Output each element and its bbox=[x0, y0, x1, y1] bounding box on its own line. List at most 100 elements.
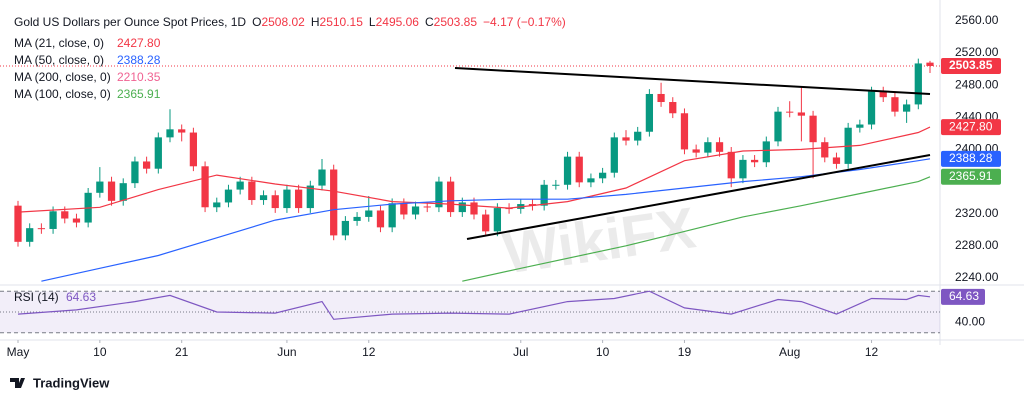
x-tick-label: 10 bbox=[93, 345, 107, 359]
candle-body bbox=[61, 211, 69, 219]
candle-body bbox=[411, 206, 420, 215]
candle-body bbox=[774, 111, 782, 142]
legend-name: MA (21, close, 0) bbox=[14, 36, 104, 50]
ohlc-text: O bbox=[252, 15, 261, 29]
candle-body bbox=[14, 205, 22, 242]
candle-body bbox=[482, 214, 490, 232]
ohlc-text: −4.17 (−0.17%) bbox=[483, 15, 566, 29]
candle-body bbox=[750, 159, 759, 163]
candle-body bbox=[154, 137, 162, 169]
legend-value: 2427.80 bbox=[117, 36, 161, 50]
rsi-title: RSI (14) bbox=[14, 290, 59, 304]
candle-body bbox=[528, 204, 537, 206]
candle-body bbox=[388, 203, 396, 228]
candle-body bbox=[37, 228, 46, 230]
trendlines bbox=[454, 67, 931, 240]
candle-body bbox=[879, 91, 887, 98]
legend-name: MA (200, close, 0) bbox=[14, 70, 111, 84]
candle-body bbox=[575, 156, 583, 183]
candle-body bbox=[259, 195, 268, 201]
y-tick-label: 2320.00 bbox=[955, 206, 999, 220]
candle-body bbox=[248, 181, 256, 201]
ohlc-text: 2508.02 bbox=[261, 15, 305, 29]
candle-body bbox=[365, 210, 373, 217]
y-tick-label: 2520.00 bbox=[955, 45, 999, 59]
candle-body bbox=[26, 228, 34, 242]
candle-body bbox=[376, 210, 385, 228]
candle-body bbox=[704, 142, 712, 153]
candle-body bbox=[353, 216, 361, 221]
candle-body bbox=[856, 124, 864, 128]
candle-body bbox=[341, 220, 350, 236]
ohlc-text: C bbox=[425, 15, 434, 29]
candle-body bbox=[318, 169, 326, 186]
candle-body bbox=[166, 129, 174, 138]
candle-body bbox=[657, 93, 665, 103]
price-label: 2427.80 bbox=[949, 119, 993, 133]
candle-body bbox=[446, 181, 455, 213]
brand-logo: TradingView bbox=[10, 375, 110, 390]
y-tick-label: 2280.00 bbox=[955, 238, 999, 252]
candle-body bbox=[236, 181, 244, 190]
candle-body bbox=[142, 161, 151, 169]
x-tick-label: 19 bbox=[678, 345, 692, 359]
ohlc-text: H bbox=[311, 15, 320, 29]
x-tick-label: May bbox=[7, 345, 30, 359]
candle-body bbox=[563, 156, 572, 185]
x-tick-label: Jun bbox=[277, 345, 296, 359]
price-label: 64.63 bbox=[949, 289, 979, 303]
candle-body bbox=[107, 181, 116, 201]
x-tick-label: 21 bbox=[175, 345, 189, 359]
legend-name: MA (100, close, 0) bbox=[14, 87, 111, 101]
moving-average-line bbox=[462, 176, 931, 282]
candle-body bbox=[727, 151, 735, 179]
trendline bbox=[466, 154, 931, 240]
candle-body bbox=[809, 115, 817, 143]
legend-name: MA (50, close, 0) bbox=[14, 53, 104, 67]
candle-body bbox=[914, 63, 922, 105]
price-label: 2388.28 bbox=[949, 151, 993, 165]
ohlc-text: 2503.85 bbox=[434, 15, 478, 29]
candle-body bbox=[119, 183, 127, 201]
candle-body bbox=[283, 189, 291, 209]
logo-icon bbox=[10, 378, 25, 388]
rsi-line bbox=[17, 290, 931, 320]
candle-body bbox=[762, 141, 770, 163]
candle-body bbox=[867, 91, 876, 125]
candle-body bbox=[739, 159, 747, 179]
title: Gold US Dollars per Ounce Spot Prices, 1… bbox=[14, 15, 246, 29]
candle-body bbox=[902, 104, 911, 112]
ohlc-text: 2495.06 bbox=[376, 15, 420, 29]
candle-body bbox=[294, 189, 303, 209]
candle-body bbox=[926, 62, 934, 66]
price-label-bg bbox=[941, 57, 1001, 74]
candle-body bbox=[224, 189, 233, 203]
candle-body bbox=[610, 137, 618, 173]
candle-body bbox=[271, 195, 279, 209]
price-label: 2503.85 bbox=[949, 58, 993, 72]
ohlc-text: L bbox=[369, 15, 376, 29]
x-tick-label: 12 bbox=[865, 345, 879, 359]
chart-title: Gold US Dollars per Ounce Spot Prices, 1… bbox=[14, 15, 566, 29]
candle-body bbox=[400, 203, 408, 215]
moving-average-line bbox=[17, 126, 931, 213]
candle-body bbox=[189, 132, 198, 167]
candle-body bbox=[552, 184, 560, 186]
candle-body bbox=[213, 202, 221, 208]
candle-body bbox=[470, 202, 478, 215]
price-label-bg bbox=[941, 119, 1001, 136]
legend-value: 2210.35 bbox=[117, 70, 161, 84]
candle-body bbox=[715, 142, 724, 152]
candle-body bbox=[891, 97, 899, 112]
y-tick-label: 40.00 bbox=[955, 315, 985, 329]
candle-body bbox=[692, 149, 700, 153]
candle-body bbox=[821, 142, 829, 158]
candle-body bbox=[669, 102, 677, 114]
rsi-legend-value: 64.63 bbox=[66, 290, 96, 304]
candle-body bbox=[131, 161, 139, 184]
candle-body bbox=[797, 112, 806, 116]
price-label: 2365.91 bbox=[949, 169, 993, 183]
candle-body bbox=[587, 178, 595, 183]
x-tick-label: 10 bbox=[596, 345, 610, 359]
